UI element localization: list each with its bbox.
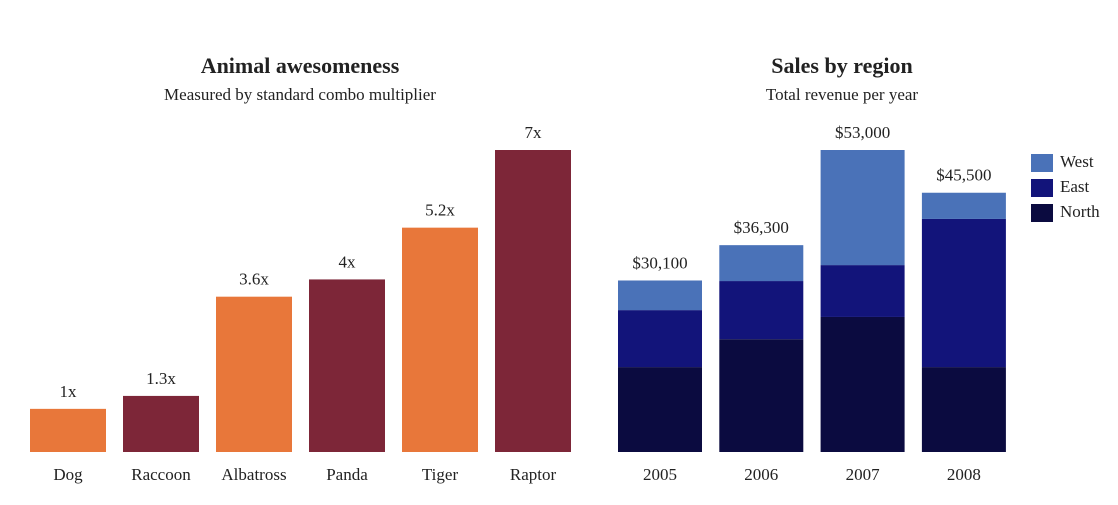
bar bbox=[309, 279, 385, 452]
bar-segment bbox=[618, 367, 702, 452]
bar-segment bbox=[618, 310, 702, 368]
x-tick-label: Raptor bbox=[510, 465, 557, 484]
bar-segment bbox=[921, 192, 1006, 219]
x-tick-label: Panda bbox=[326, 465, 368, 484]
chart-title: Sales by region bbox=[771, 53, 912, 78]
legend-label: West bbox=[1060, 152, 1094, 171]
x-tick-label: Albatross bbox=[221, 465, 286, 484]
x-tick-label: 2008 bbox=[947, 465, 981, 484]
value-label: 5.2x bbox=[425, 201, 455, 220]
total-label: $53,000 bbox=[835, 123, 890, 142]
bar-segment bbox=[719, 245, 804, 282]
legend-swatch bbox=[1031, 154, 1053, 172]
x-tick-label: 2005 bbox=[643, 465, 677, 484]
value-label: 1x bbox=[60, 382, 78, 401]
bar-segment bbox=[719, 339, 804, 452]
total-label: $45,500 bbox=[936, 166, 991, 185]
bar-segment bbox=[820, 316, 905, 452]
bar bbox=[30, 408, 106, 452]
value-label: 1.3x bbox=[146, 369, 176, 388]
value-label: 7x bbox=[525, 123, 543, 142]
x-tick-label: 2006 bbox=[744, 465, 778, 484]
bar-segment bbox=[719, 281, 804, 340]
bar bbox=[402, 227, 478, 452]
x-tick-label: Tiger bbox=[422, 465, 459, 484]
total-label: $30,100 bbox=[632, 253, 687, 272]
bar-segment bbox=[921, 218, 1006, 368]
bar-segment bbox=[921, 367, 1006, 452]
total-label: $36,300 bbox=[734, 218, 789, 237]
value-label: 3.6x bbox=[239, 270, 269, 289]
bar bbox=[216, 296, 292, 452]
legend-label: North bbox=[1060, 202, 1100, 221]
chart-title: Animal awesomeness bbox=[201, 53, 400, 78]
x-tick-label: 2007 bbox=[846, 465, 881, 484]
x-tick-label: Raccoon bbox=[131, 465, 191, 484]
x-tick-label: Dog bbox=[53, 465, 83, 484]
legend-swatch bbox=[1031, 179, 1053, 197]
bar-segment bbox=[820, 150, 905, 266]
bar bbox=[495, 150, 571, 452]
bar bbox=[123, 395, 199, 452]
legend-swatch bbox=[1031, 204, 1053, 222]
bar-segment bbox=[820, 265, 905, 317]
chart-subtitle: Measured by standard combo multiplier bbox=[164, 85, 436, 104]
chart-subtitle: Total revenue per year bbox=[766, 85, 919, 104]
value-label: 4x bbox=[339, 252, 357, 271]
bar-segment bbox=[618, 280, 702, 311]
legend-label: East bbox=[1060, 177, 1090, 196]
